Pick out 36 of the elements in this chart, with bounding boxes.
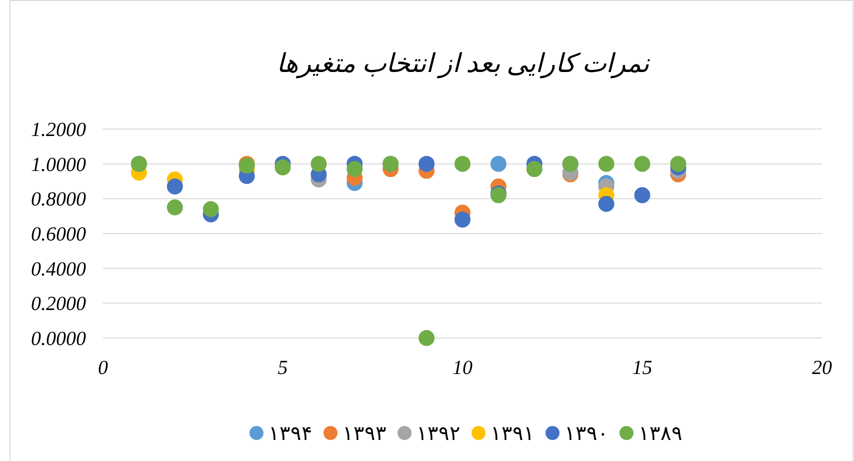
legend-label: ۱۳۸۹ (638, 423, 682, 445)
point (670, 156, 686, 172)
point (634, 156, 650, 172)
point (526, 161, 542, 178)
x-tick-label: 15 (632, 357, 652, 379)
chart-title: نمرات کارایی بعد از انتخاب متغیرها (276, 49, 650, 79)
y-tick-label: 1.0000 (31, 154, 86, 176)
y-tick-label: 0.4000 (31, 258, 86, 280)
legend-label: ۱۳۹۰ (564, 423, 608, 445)
legend-label: ۱۳۹۲ (416, 423, 460, 445)
point (598, 196, 614, 212)
point (346, 161, 363, 178)
point (418, 330, 435, 346)
point (454, 212, 470, 228)
y-tick-label: 0.2000 (31, 293, 86, 316)
legend-label: ۱۳۹۱ (490, 423, 534, 445)
y-tick-label: 0.0000 (31, 328, 86, 350)
x-tick-label: 10 (452, 357, 472, 379)
point (634, 187, 650, 204)
point (598, 156, 614, 172)
point (202, 201, 219, 218)
legend-label: ۱۳۹۳ (342, 423, 386, 445)
x-tick-label: 0 (98, 357, 108, 379)
point (310, 156, 327, 172)
point (418, 156, 435, 172)
x-tick-label: 5 (278, 357, 288, 379)
point (454, 156, 470, 172)
point (166, 178, 183, 194)
point (274, 159, 291, 176)
point (166, 199, 183, 216)
y-tick-label: 0.6000 (31, 224, 86, 246)
y-tick-label: 1.2000 (31, 119, 86, 141)
x-tick-label: 20 (812, 357, 832, 379)
point (490, 156, 506, 172)
legend-label: ۱۳۹۴ (268, 423, 312, 445)
y-tick-label: 0.8000 (31, 188, 86, 211)
